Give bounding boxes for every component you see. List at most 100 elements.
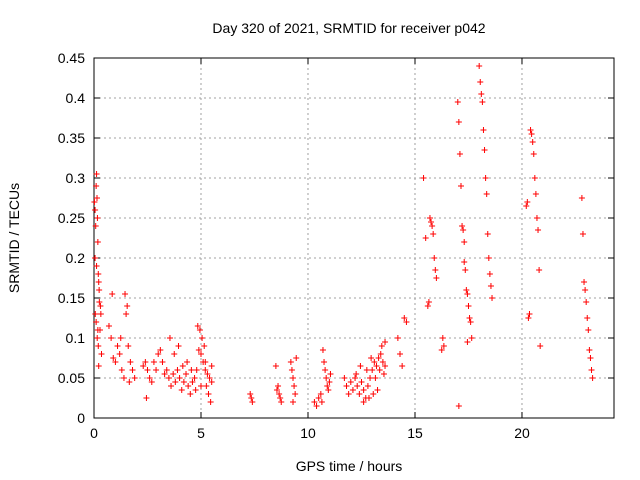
data-point — [199, 335, 206, 341]
data-point — [460, 227, 467, 233]
data-point — [159, 359, 166, 365]
data-point — [144, 367, 151, 373]
data-point — [360, 387, 367, 393]
data-point — [349, 387, 356, 393]
data-point — [378, 343, 385, 349]
data-point — [455, 119, 462, 125]
data-point — [291, 383, 298, 389]
data-point — [94, 239, 101, 245]
data-point — [129, 367, 136, 373]
data-point — [92, 311, 99, 317]
data-point — [148, 379, 155, 385]
data-point — [96, 299, 103, 305]
data-point — [122, 291, 129, 297]
data-point — [358, 379, 365, 385]
data-point — [394, 335, 401, 341]
data-point — [318, 399, 325, 405]
data-point — [208, 379, 215, 385]
data-point — [531, 175, 538, 181]
axis-ticks: 0 0.05 0.1 0.15 0.2 0.25 0.3 0.35 0.4 0.45 0 5 10 15 2… — [58, 50, 614, 441]
data-point — [195, 347, 202, 353]
data-point — [525, 315, 532, 321]
data-point — [92, 223, 99, 229]
data-point — [464, 339, 471, 345]
data-point — [93, 319, 100, 325]
data-point — [582, 287, 589, 293]
data-point — [153, 367, 160, 373]
data-point — [467, 319, 474, 325]
data-point — [292, 391, 299, 397]
data-point — [98, 351, 105, 357]
data-point — [273, 387, 280, 393]
data-point — [584, 315, 591, 321]
data-point — [197, 383, 204, 389]
data-point — [372, 375, 379, 381]
data-point — [345, 391, 352, 397]
data-point — [365, 395, 372, 401]
y-tick-label: 0 — [77, 410, 85, 426]
data-point — [465, 303, 472, 309]
data-point — [461, 239, 468, 245]
data-point — [530, 151, 537, 157]
data-point — [486, 271, 493, 277]
data-point — [201, 343, 208, 349]
data-point — [360, 399, 367, 405]
data-point — [157, 347, 164, 353]
data-point — [208, 363, 215, 369]
data-point — [272, 363, 279, 369]
data-point — [118, 367, 125, 373]
data-point — [95, 343, 102, 349]
data-point — [347, 379, 354, 385]
data-point — [192, 387, 199, 393]
data-point — [165, 375, 172, 381]
data-point — [189, 379, 196, 385]
data-point — [481, 147, 488, 153]
data-point — [425, 299, 432, 305]
data-point — [589, 375, 596, 381]
data-point — [588, 367, 595, 373]
data-points — [91, 63, 596, 409]
data-point — [93, 183, 100, 189]
data-point — [142, 359, 149, 365]
data-point — [535, 227, 542, 233]
data-point — [480, 127, 487, 133]
data-point — [96, 287, 103, 293]
data-point — [188, 367, 195, 373]
data-point — [459, 223, 466, 229]
data-point — [204, 371, 211, 377]
data-point — [184, 359, 191, 365]
data-point — [161, 371, 168, 377]
data-point — [117, 335, 124, 341]
data-point — [123, 311, 130, 317]
data-point — [150, 359, 157, 365]
data-point — [478, 91, 485, 97]
data-point — [468, 335, 475, 341]
data-point — [431, 255, 438, 261]
data-point — [523, 203, 530, 209]
data-point — [97, 303, 104, 309]
data-point — [363, 367, 370, 373]
data-point — [327, 371, 334, 377]
data-point — [93, 195, 100, 201]
data-point — [487, 283, 494, 289]
data-point — [457, 183, 464, 189]
data-point — [476, 63, 483, 69]
data-point — [155, 351, 162, 357]
data-point — [311, 399, 318, 405]
y-tick-label: 0.05 — [58, 370, 85, 386]
data-point — [278, 399, 285, 405]
data-point — [375, 355, 382, 361]
data-point — [428, 219, 435, 225]
data-point — [529, 139, 536, 145]
data-point — [197, 351, 204, 357]
data-point — [176, 375, 183, 381]
data-point — [168, 383, 175, 389]
data-point — [323, 375, 330, 381]
data-point — [91, 199, 98, 205]
data-point — [166, 335, 173, 341]
data-point — [422, 235, 429, 241]
data-point — [466, 315, 473, 321]
data-point — [92, 255, 99, 261]
data-point — [319, 347, 326, 353]
data-point — [290, 399, 297, 405]
